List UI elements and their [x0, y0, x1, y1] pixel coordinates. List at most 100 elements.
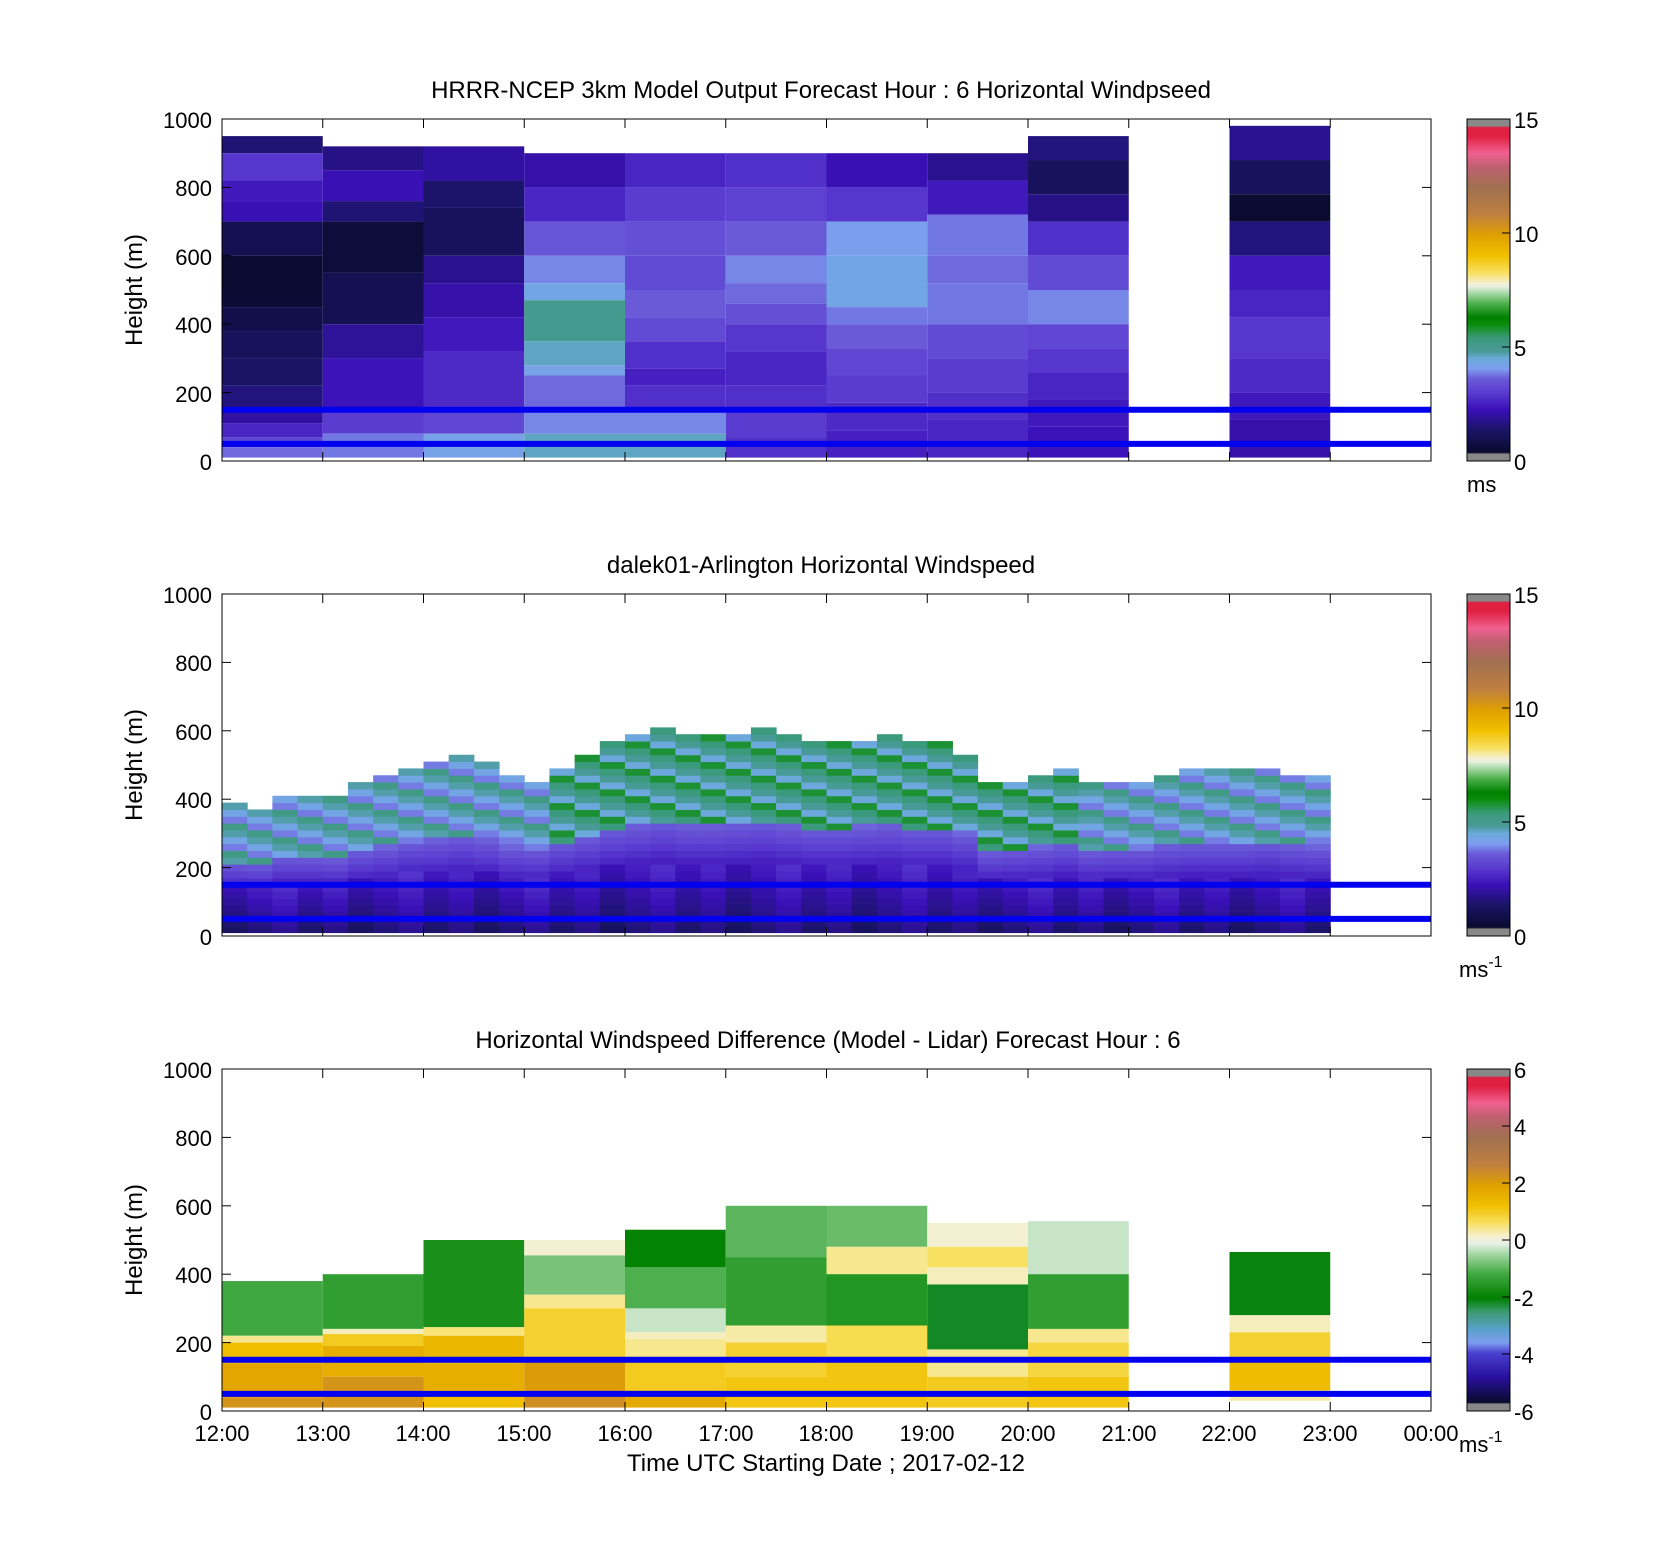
heatmap-cell: [1028, 194, 1129, 222]
heatmap-cell: [423, 146, 525, 181]
heatmap-cell: [700, 905, 727, 913]
heatmap-cell: [549, 912, 576, 920]
heatmap-cell: [851, 829, 878, 838]
heatmap-cell: [725, 823, 752, 831]
heatmap-cell: [322, 891, 349, 899]
heatmap-cell: [1078, 905, 1105, 913]
heatmap-cell: [549, 891, 576, 899]
heatmap-cell: [902, 905, 928, 913]
heatmap-cell: [599, 775, 626, 783]
heatmap-cell: [1229, 925, 1256, 934]
heatmap-cell: [398, 782, 424, 790]
heatmap-cell: [1229, 194, 1331, 222]
heatmap-cell: [851, 823, 878, 831]
heatmap-cell: [750, 727, 777, 735]
heatmap-cell: [927, 891, 953, 899]
heatmap-cell: [347, 864, 374, 872]
heatmap-cell: [725, 857, 752, 865]
heatmap-cell: [473, 912, 500, 920]
heatmap-cell: [574, 829, 601, 838]
x-tick-label: 22:00: [1201, 1421, 1256, 1446]
heatmap-cell: [826, 891, 853, 899]
panel-difference-colorbar-tick: 6: [1514, 1058, 1526, 1083]
heatmap-cell: [826, 912, 853, 920]
heatmap-cell: [902, 802, 928, 810]
heatmap-cell: [1103, 809, 1130, 817]
heatmap-cell: [625, 857, 651, 865]
heatmap-cell: [851, 905, 878, 913]
heatmap-cell: [524, 409, 625, 434]
heatmap-cell: [625, 864, 651, 872]
heatmap-cell: [750, 829, 777, 838]
heatmap-cell: [826, 754, 853, 763]
heatmap-cell: [675, 912, 702, 920]
heatmap-cell: [650, 884, 676, 893]
heatmap-cell: [952, 891, 979, 899]
heatmap-cell: [1254, 816, 1281, 824]
heatmap-cell: [977, 836, 1004, 845]
heatmap-cell: [927, 850, 953, 858]
heatmap-cell: [1002, 829, 1029, 838]
heatmap-cell: [851, 782, 878, 790]
heatmap-cell: [499, 905, 525, 913]
heatmap-cell: [826, 843, 853, 851]
heatmap-cell: [826, 1205, 928, 1247]
heatmap-cell: [473, 823, 500, 831]
heatmap-cell: [725, 864, 752, 872]
heatmap-cell: [347, 795, 374, 804]
heatmap-cell: [625, 905, 651, 913]
heatmap-cell: [700, 782, 727, 790]
panel-lidar-colorbar: [1466, 593, 1511, 937]
x-tick-label: 12:00: [194, 1421, 249, 1446]
heatmap-cell: [725, 768, 752, 776]
panel-lidar-y-tick: 400: [175, 788, 212, 813]
heatmap-cell: [725, 187, 827, 222]
heatmap-cell: [549, 843, 576, 851]
heatmap-cell: [574, 877, 601, 886]
heatmap-cell: [1128, 823, 1155, 831]
heatmap-cell: [524, 365, 625, 376]
heatmap-cell: [1204, 829, 1230, 838]
heatmap-cell: [448, 925, 475, 934]
heatmap-cell: [927, 214, 1028, 256]
heatmap-cell: [801, 877, 827, 886]
heatmap-cell: [1002, 912, 1029, 920]
heatmap-cell: [977, 898, 1004, 906]
heatmap-cell: [650, 727, 676, 735]
heatmap-cell: [499, 816, 525, 824]
heatmap-cell: [927, 802, 953, 810]
heatmap-cell: [373, 782, 399, 790]
panel-lidar: dalek01-Arlington Horizontal Windspeed 1…: [121, 552, 1538, 982]
heatmap-cell: [322, 201, 424, 222]
heatmap-cell: [1305, 829, 1331, 838]
heatmap-cell: [574, 918, 601, 927]
heatmap-cell: [297, 905, 324, 913]
heatmap-cell: [398, 823, 424, 831]
heatmap-cell: [574, 905, 601, 913]
heatmap-cell: [1103, 871, 1130, 879]
heatmap-cell: [650, 761, 676, 769]
heatmap-cell: [1229, 221, 1331, 256]
heatmap-cell: [448, 761, 475, 769]
heatmap-cell: [927, 747, 953, 756]
panel-difference-y-axis-label: Height (m): [121, 1184, 148, 1296]
panel-lidar-colorbar-tick: 15: [1514, 583, 1538, 608]
heatmap-cell: [625, 788, 651, 797]
heatmap-cell: [599, 754, 626, 763]
heatmap-cell: [1028, 912, 1054, 920]
heatmap-cell: [826, 850, 853, 858]
heatmap-cell: [272, 843, 299, 851]
heatmap-cell: [473, 836, 500, 845]
heatmap-cell: [625, 871, 651, 879]
heatmap-cell: [1179, 871, 1205, 879]
heatmap-cell: [1254, 918, 1281, 927]
heatmap-cell: [801, 761, 827, 769]
panel-lidar-title: dalek01-Arlington Horizontal Windspeed: [607, 552, 1035, 579]
heatmap-cell: [247, 912, 273, 920]
heatmap-cell: [499, 912, 525, 920]
heatmap-cell: [902, 843, 928, 851]
heatmap-cell: [398, 912, 424, 920]
heatmap-cell: [650, 829, 676, 838]
heatmap-cell: [1229, 891, 1256, 899]
heatmap-cell: [650, 912, 676, 920]
